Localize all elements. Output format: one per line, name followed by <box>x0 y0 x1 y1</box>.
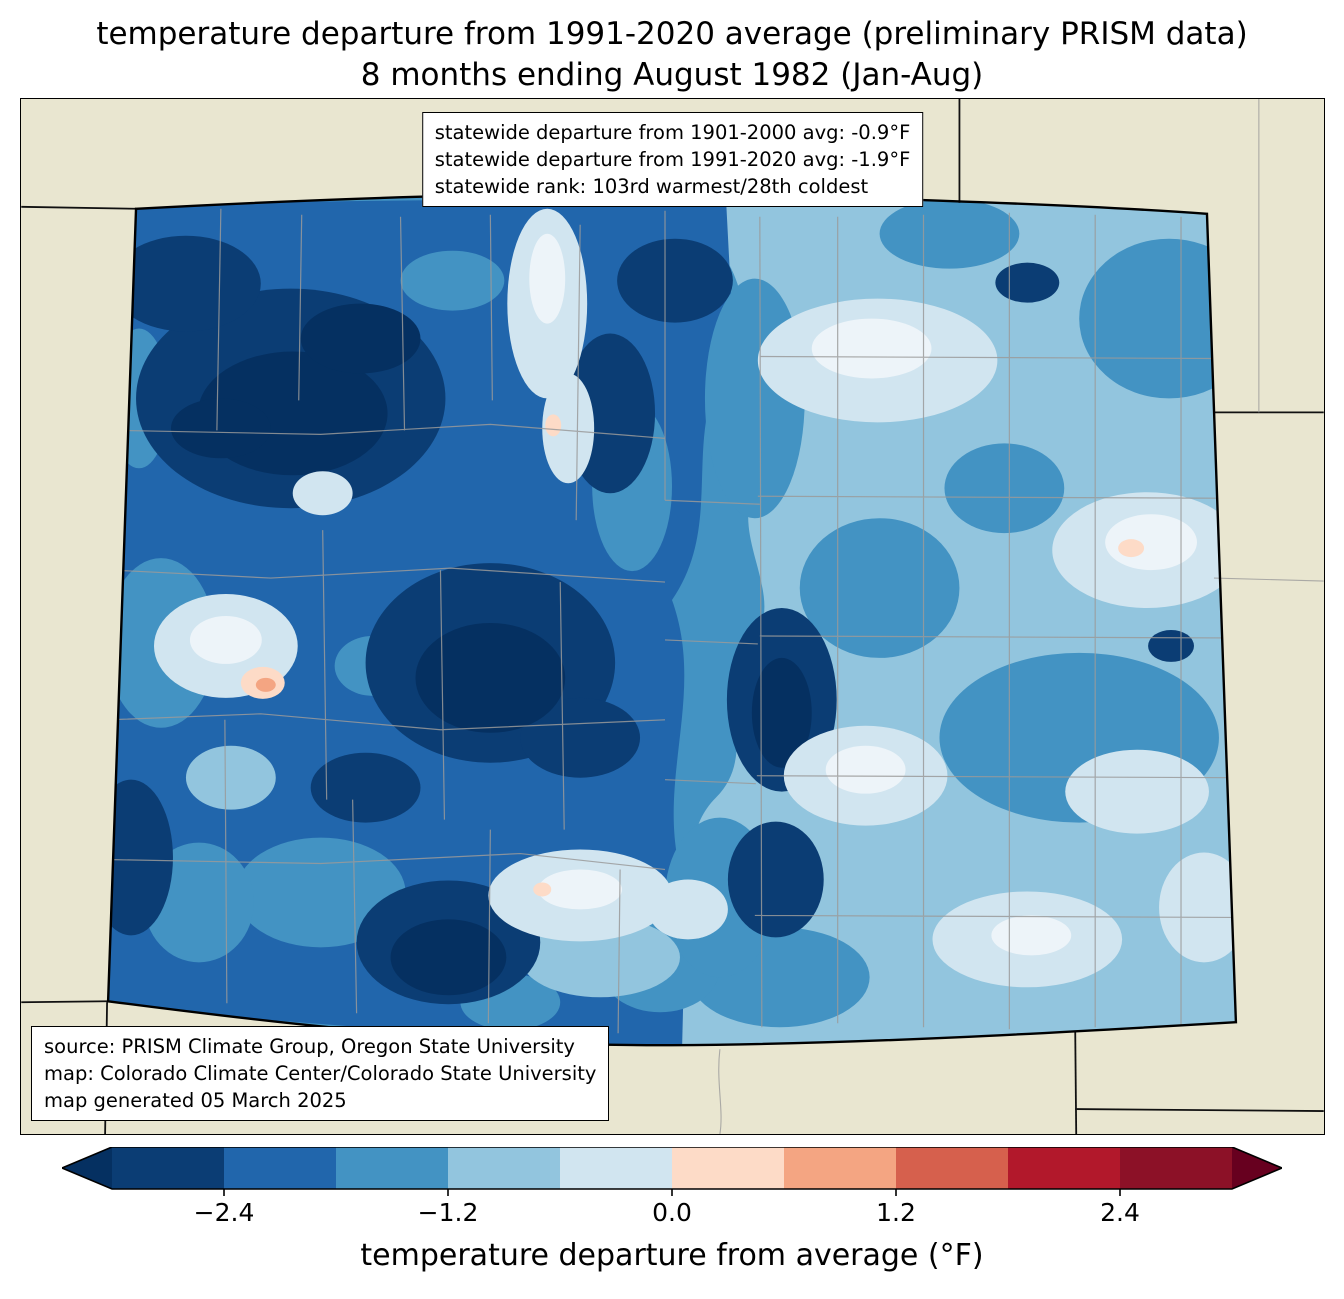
colorbar-tick-label: −2.4 <box>193 1198 255 1227</box>
colorbar-segment <box>560 1147 673 1189</box>
warm-spots <box>240 414 1145 897</box>
colorbar-tick-label: 1.2 <box>876 1198 916 1227</box>
stats-line-2: statewide departure from 1991-2020 avg: … <box>434 148 911 171</box>
stats-line-3: statewide rank: 103rd warmest/28th colde… <box>434 175 869 198</box>
stats-line-1: statewide departure from 1901-2000 avg: … <box>434 121 911 144</box>
colorbar-over-arrow <box>1232 1147 1282 1189</box>
colorbar-tick-label: 2.4 <box>1100 1198 1140 1227</box>
warm-core-spot <box>255 677 276 692</box>
county-boundaries <box>108 208 1231 1034</box>
colorbar-segment <box>448 1147 561 1189</box>
colorbar-segment <box>224 1147 337 1189</box>
figure-title: temperature departure from 1991-2020 ave… <box>0 14 1344 96</box>
colorbar-segment <box>784 1147 897 1189</box>
source-line-3: map generated 05 March 2025 <box>44 1089 347 1112</box>
source-line-1: source: PRISM Climate Group, Oregon Stat… <box>44 1035 575 1058</box>
near-white-cores <box>189 233 1197 956</box>
colorbar-segment <box>112 1147 225 1189</box>
source-line-2: map: Colorado Climate Center/Colorado St… <box>44 1062 597 1085</box>
colorado-map <box>21 99 1324 1134</box>
colorbar-ticks: −2.4 −1.2 0.0 1.2 2.4 <box>62 1198 1282 1228</box>
colorbar-tick-label: 0.0 <box>652 1198 692 1227</box>
colorbar-axis-label: temperature departure from average (°F) <box>360 1238 984 1273</box>
title-line-2: 8 months ending August 1982 (Jan-Aug) <box>360 57 984 93</box>
colorbar-segment <box>336 1147 449 1189</box>
temperature-field <box>108 193 1236 1046</box>
neighbor-county-lines <box>718 99 1324 1134</box>
darkest-cores <box>170 303 812 996</box>
map-frame: statewide departure from 1901-2000 avg: … <box>20 98 1325 1135</box>
colorbar <box>62 1147 1282 1196</box>
colorbar-outline <box>62 1147 1282 1190</box>
statewide-stats-box: statewide departure from 1901-2000 avg: … <box>421 112 924 207</box>
colorbar-segment <box>896 1147 1009 1189</box>
colorbar-under-arrow <box>62 1147 112 1189</box>
colorbar-segment <box>1120 1147 1233 1189</box>
colorbar-tick-label: −1.2 <box>417 1198 479 1227</box>
colorbar-segment <box>1008 1147 1121 1189</box>
colorbar-segment <box>672 1147 785 1189</box>
title-line-1: temperature departure from 1991-2020 ave… <box>96 16 1248 52</box>
source-attribution-box: source: PRISM Climate Group, Oregon Stat… <box>31 1026 610 1121</box>
